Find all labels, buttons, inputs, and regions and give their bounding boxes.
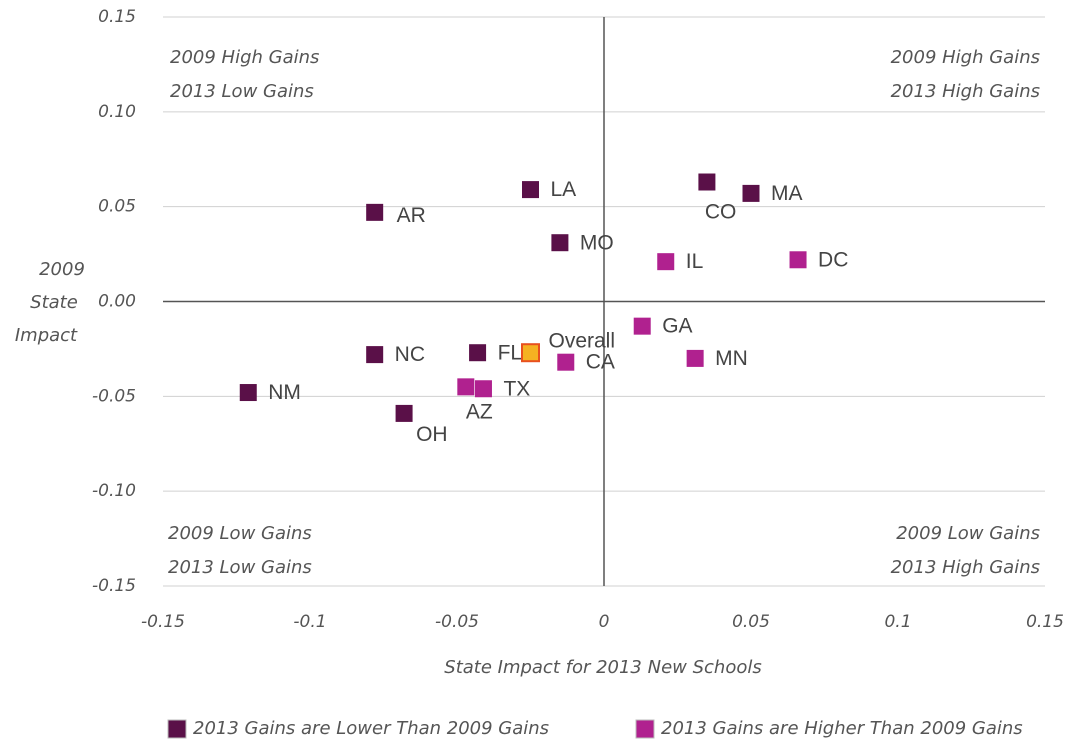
point-label: DC bbox=[818, 248, 848, 271]
point-label: NM bbox=[268, 381, 301, 404]
quadrant-label: 2009 Low Gains bbox=[168, 523, 312, 544]
point-label: AZ bbox=[466, 400, 493, 423]
point-label: LA bbox=[551, 178, 577, 201]
y-tick-label: 0.05 bbox=[98, 197, 136, 217]
point-label: NC bbox=[395, 343, 425, 366]
quadrant-label: 2013 Low Gains bbox=[168, 557, 312, 578]
point-label: AR bbox=[397, 204, 426, 227]
point bbox=[457, 378, 475, 396]
point bbox=[657, 253, 675, 271]
point bbox=[469, 344, 487, 362]
point-label: MO bbox=[580, 231, 614, 254]
point bbox=[742, 184, 760, 202]
quadrant-label: 2013 High Gains bbox=[891, 557, 1040, 578]
point bbox=[698, 173, 716, 191]
x-tick-label: 0.05 bbox=[732, 612, 770, 632]
point-label: CO bbox=[705, 201, 737, 224]
x-tick-label: 0.15 bbox=[1026, 612, 1064, 632]
x-tick-label: 0 bbox=[599, 612, 610, 632]
point bbox=[474, 380, 492, 398]
y-axis-title: Impact bbox=[15, 325, 78, 346]
y-tick-label: 0.10 bbox=[98, 102, 136, 122]
quadrant-label: 2009 Low Gains bbox=[896, 523, 1040, 544]
x-tick-label: -0.15 bbox=[141, 612, 185, 632]
legend-label: 2013 Gains are Lower Than 2009 Gains bbox=[193, 718, 549, 739]
legend-marker bbox=[167, 719, 187, 739]
point bbox=[521, 343, 540, 363]
point-label: GA bbox=[662, 315, 692, 338]
x-tick-label: -0.1 bbox=[293, 612, 326, 632]
x-tick-label: 0.1 bbox=[884, 612, 911, 632]
legend-label: 2013 Gains are Higher Than 2009 Gains bbox=[661, 718, 1023, 739]
point-label: MA bbox=[771, 182, 803, 205]
y-axis-title: 2009 bbox=[39, 259, 85, 280]
point bbox=[395, 404, 413, 422]
point bbox=[633, 317, 651, 335]
point-label: IL bbox=[686, 250, 704, 273]
point bbox=[239, 384, 257, 402]
quadrant-label: 2009 High Gains bbox=[170, 47, 319, 68]
point-label: TX bbox=[503, 377, 530, 400]
point bbox=[789, 251, 807, 269]
x-axis-title: State Impact for 2013 New Schools bbox=[444, 657, 761, 678]
x-tick-label: -0.05 bbox=[435, 612, 479, 632]
legend-marker bbox=[635, 719, 655, 739]
quadrant-label: 2009 High Gains bbox=[891, 47, 1040, 68]
point bbox=[366, 203, 384, 221]
y-tick-label: 0.00 bbox=[98, 292, 136, 312]
point bbox=[522, 181, 539, 199]
point-label: FL bbox=[498, 341, 523, 364]
point-label: CA bbox=[586, 351, 615, 374]
point-label: Overall bbox=[549, 329, 616, 352]
quadrant-label: 2013 High Gains bbox=[891, 81, 1040, 102]
y-tick-label: -0.10 bbox=[92, 481, 136, 501]
point-label: OH bbox=[416, 423, 448, 446]
y-tick-label: 0.15 bbox=[98, 7, 136, 27]
point bbox=[686, 349, 704, 367]
point-label: MN bbox=[715, 347, 748, 370]
y-tick-label: -0.15 bbox=[92, 576, 136, 596]
quadrant-label: 2013 Low Gains bbox=[170, 81, 314, 102]
point bbox=[557, 353, 575, 371]
y-tick-label: -0.05 bbox=[92, 386, 136, 406]
point bbox=[366, 346, 384, 364]
y-axis-title: State bbox=[30, 292, 78, 313]
point bbox=[551, 234, 569, 252]
